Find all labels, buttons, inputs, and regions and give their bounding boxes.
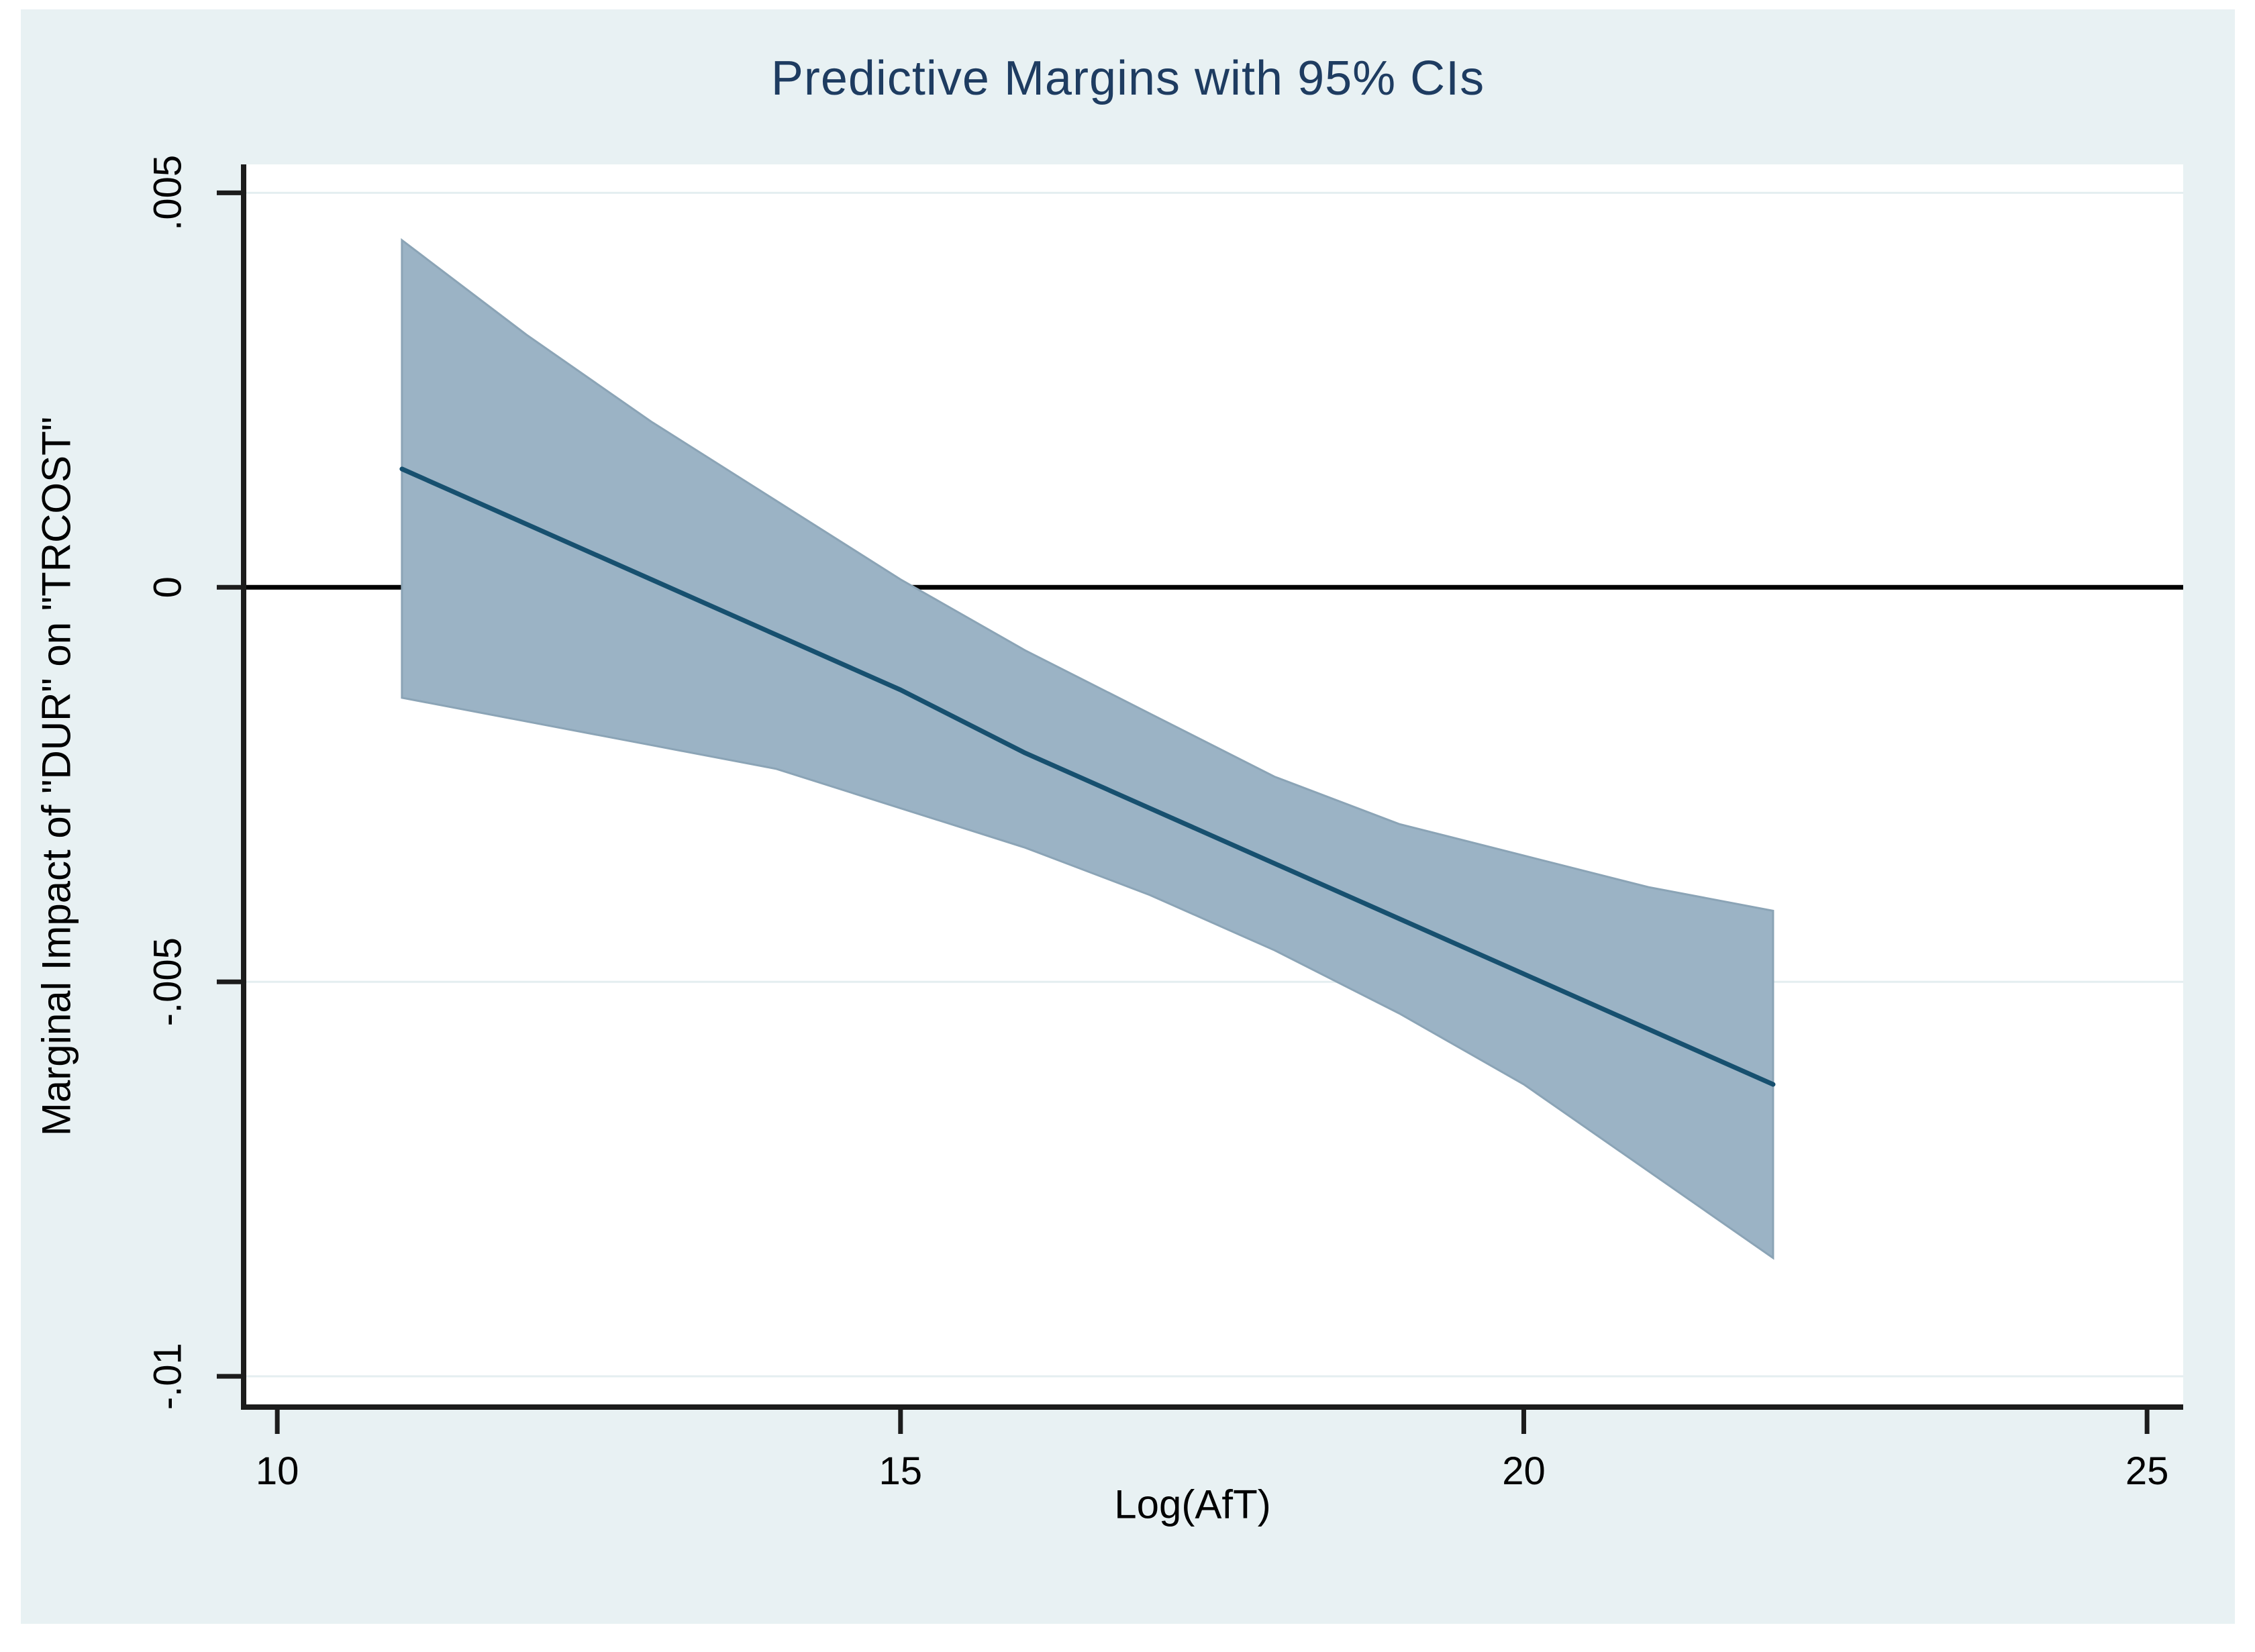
x-tick-label-2: 20 [1502,1449,1546,1493]
x-axis-title-text: Log(AfT) [1114,1482,1271,1527]
x-tick-label-0: 10 [256,1449,299,1493]
y-tick-label-1: 0 [146,576,190,598]
y-tick-label-2: -.005 [146,937,190,1026]
y-axis-title-text: Marginal Impact of "DUR" on "TRCOST" [34,416,79,1137]
y-tick-label-3: -.01 [146,1343,190,1410]
y-tick-label-0: .005 [146,155,190,231]
ci-band [401,238,1774,1260]
chart-title: Predictive Margins with 95% CIs [770,52,1485,105]
x-tick-label-1: 15 [879,1449,923,1493]
margins-line [399,466,1776,1087]
x-tick-label-3: 25 [2125,1449,2169,1493]
